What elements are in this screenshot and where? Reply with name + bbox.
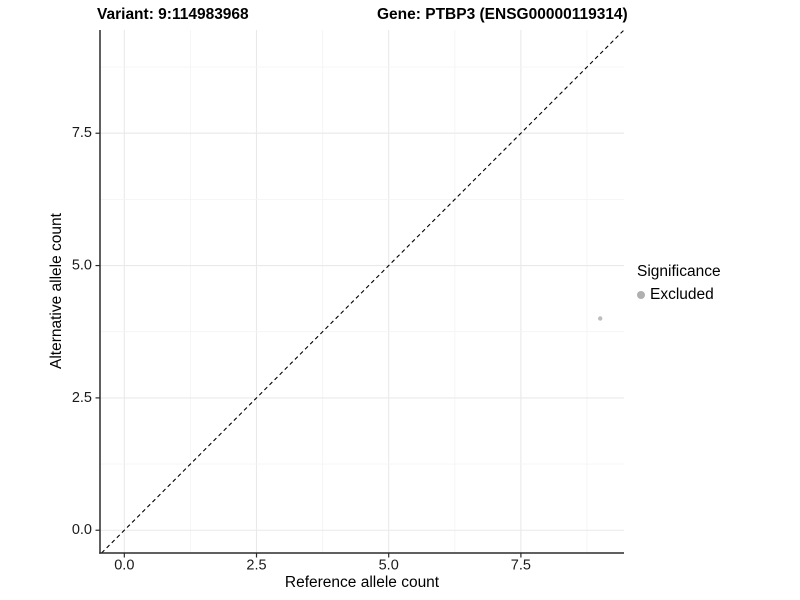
plot-title-gene: Gene: PTBP3 (ENSG00000119314) — [377, 6, 628, 23]
legend-point-swatch-icon — [637, 291, 645, 299]
x-axis-title: Reference allele count — [284, 574, 440, 591]
legend-entry-excluded: Excluded — [637, 286, 721, 304]
x-tick-label: 2.5 — [246, 558, 266, 574]
y-tick-label: 7.5 — [72, 125, 92, 141]
data-point-excluded — [598, 316, 603, 321]
legend: Significance Excluded — [637, 263, 721, 304]
x-tick-label: 7.5 — [511, 558, 531, 574]
x-tick-label: 0.0 — [114, 558, 134, 574]
legend-title: Significance — [637, 263, 721, 280]
legend-entry-label: Excluded — [650, 286, 714, 303]
y-tick-label: 2.5 — [72, 390, 92, 406]
plot-title-variant: Variant: 9:114983968 — [97, 6, 249, 23]
y-tick-label: 0.0 — [72, 522, 92, 538]
x-tick-label: 5.0 — [379, 558, 399, 574]
y-tick-label: 5.0 — [72, 258, 92, 274]
identity-reference-line — [101, 29, 625, 554]
y-axis-title: Alternative allele count — [48, 213, 65, 369]
